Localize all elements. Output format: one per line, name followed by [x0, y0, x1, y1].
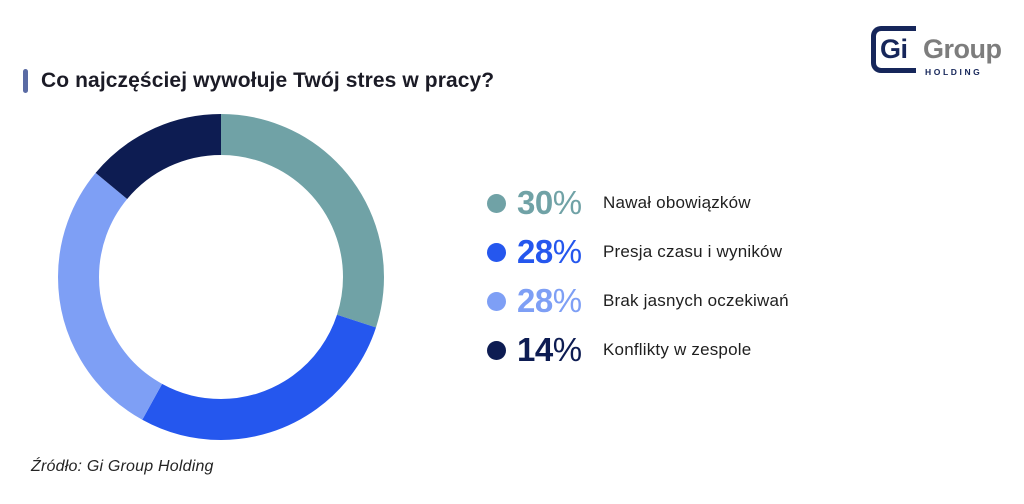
legend-percentage: 30% — [517, 184, 583, 221]
donut-chart-svg — [58, 114, 384, 440]
logo-text-holding: HOLDING — [925, 67, 983, 77]
legend-label: Konflikty w zespole — [603, 340, 752, 359]
page-title: Co najczęściej wywołuje Twój stres w pra… — [41, 69, 495, 92]
donut-segment — [58, 114, 384, 440]
donut-chart — [58, 114, 384, 440]
donut-segment — [58, 114, 384, 440]
gi-group-holding-logo: Gi Group HOLDING — [871, 26, 1003, 78]
legend-item: 28% Brak jasnych oczekiwań — [487, 282, 789, 319]
legend-label: Nawał obowiązków — [603, 193, 751, 212]
source-note: Źródło: Gi Group Holding — [31, 458, 214, 475]
legend-dot-icon — [487, 340, 506, 360]
legend-label: Brak jasnych oczekiwań — [603, 291, 789, 310]
logo-text-group: Group — [923, 34, 1002, 64]
legend-dot-icon — [487, 291, 506, 311]
header: Co najczęściej wywołuje Twój stres w pra… — [23, 69, 494, 93]
legend-item: 14% Konflikty w zespole — [487, 331, 789, 368]
legend-dot-icon — [487, 242, 506, 262]
legend-percentage: 28% — [517, 282, 583, 319]
logo-bracket-icon — [871, 26, 916, 73]
legend-item: 28% Presja czasu i wyników — [487, 233, 789, 270]
legend-percentage: 28% — [517, 233, 583, 270]
legend-percentage: 14% — [517, 331, 583, 368]
legend-item: 30% Nawał obowiązków — [487, 184, 789, 221]
legend-label: Presja czasu i wyników — [603, 242, 783, 261]
legend-dot-icon — [487, 193, 506, 213]
title-accent-bar — [23, 69, 28, 93]
chart-legend: 30% Nawał obowiązków 28% Presja czasu i … — [487, 184, 789, 382]
logo-text-gi: Gi — [880, 34, 908, 64]
donut-segment — [58, 114, 384, 440]
